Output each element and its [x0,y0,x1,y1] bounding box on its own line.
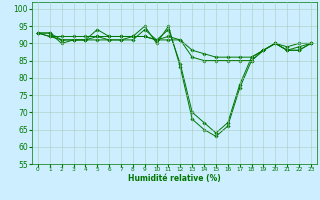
X-axis label: Humidité relative (%): Humidité relative (%) [128,174,221,183]
